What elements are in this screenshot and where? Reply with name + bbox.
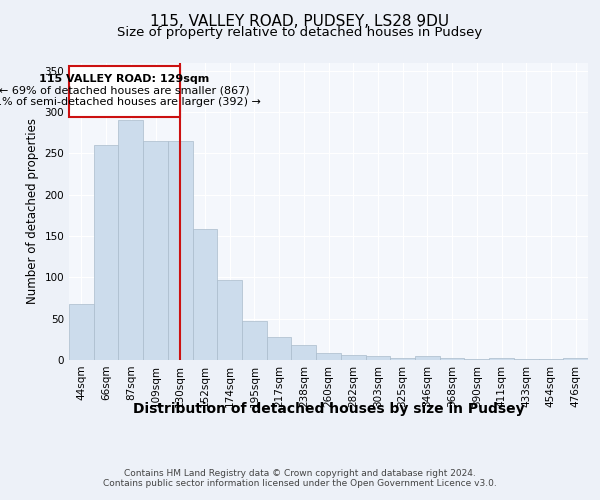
Bar (94, 145, 118, 360)
Text: 115, VALLEY ROAD, PUDSEY, LS28 9DU: 115, VALLEY ROAD, PUDSEY, LS28 9DU (151, 14, 449, 29)
Text: 31% of semi-detached houses are larger (392) →: 31% of semi-detached houses are larger (… (0, 97, 261, 107)
Bar (193, 230, 217, 360)
Bar (440, 358, 464, 360)
Bar (390, 358, 415, 360)
Bar (118, 120, 143, 360)
Bar (143, 141, 168, 360)
Bar (563, 358, 588, 360)
Text: ← 69% of detached houses are smaller (867): ← 69% of detached houses are smaller (86… (0, 86, 250, 96)
Bar (489, 358, 514, 360)
Bar (365, 356, 390, 360)
Text: Contains HM Land Registry data © Crown copyright and database right 2024.: Contains HM Land Registry data © Crown c… (124, 469, 476, 478)
Y-axis label: Number of detached properties: Number of detached properties (26, 118, 39, 304)
Text: Contains public sector information licensed under the Open Government Licence v3: Contains public sector information licen… (103, 479, 497, 488)
Bar (464, 359, 489, 360)
Bar (539, 359, 563, 360)
Bar (168, 141, 193, 360)
Bar (217, 280, 242, 360)
Bar (267, 337, 292, 360)
Bar (341, 355, 365, 360)
Bar (316, 352, 341, 360)
Bar (69, 304, 94, 360)
FancyBboxPatch shape (69, 66, 180, 117)
Text: 115 VALLEY ROAD: 129sqm: 115 VALLEY ROAD: 129sqm (40, 74, 210, 84)
Bar (242, 321, 267, 360)
Bar (415, 356, 440, 360)
Bar (292, 345, 316, 360)
Text: Size of property relative to detached houses in Pudsey: Size of property relative to detached ho… (118, 26, 482, 39)
Bar (514, 359, 539, 360)
Text: Distribution of detached houses by size in Pudsey: Distribution of detached houses by size … (133, 402, 524, 416)
